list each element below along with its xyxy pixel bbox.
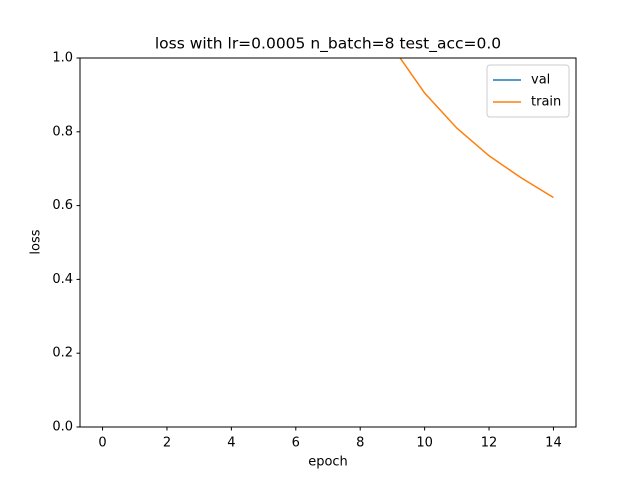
chart-title: loss with lr=0.0005 n_batch=8 test_acc=0… <box>155 35 501 54</box>
y-axis-label: loss <box>29 229 44 254</box>
y-tick-label: 0.6 <box>52 198 73 213</box>
x-tick-label: 12 <box>481 436 498 451</box>
plot-lines <box>399 58 554 199</box>
series-line <box>399 58 554 199</box>
legend-box <box>486 64 570 118</box>
y-tick-label: 0.2 <box>52 346 73 361</box>
y-tick-label: 0.8 <box>52 124 73 139</box>
x-tick-label: 2 <box>163 436 171 451</box>
y-tick-label: 1.0 <box>52 51 73 66</box>
x-tick-label: 4 <box>227 436 235 451</box>
x-tick-label: 10 <box>416 436 433 451</box>
x-tick-label: 8 <box>356 436 364 451</box>
x-tick-label: 14 <box>545 436 562 451</box>
y-tick-label: 0.4 <box>52 272 73 287</box>
axes-frame <box>79 57 577 428</box>
legend-label: val <box>531 73 550 88</box>
x-axis-label: epoch <box>308 455 348 470</box>
y-tick-label: 0.0 <box>52 420 73 435</box>
legend-label: train <box>531 95 561 110</box>
x-tick-label: 0 <box>98 436 106 451</box>
x-tick-label: 6 <box>292 436 300 451</box>
